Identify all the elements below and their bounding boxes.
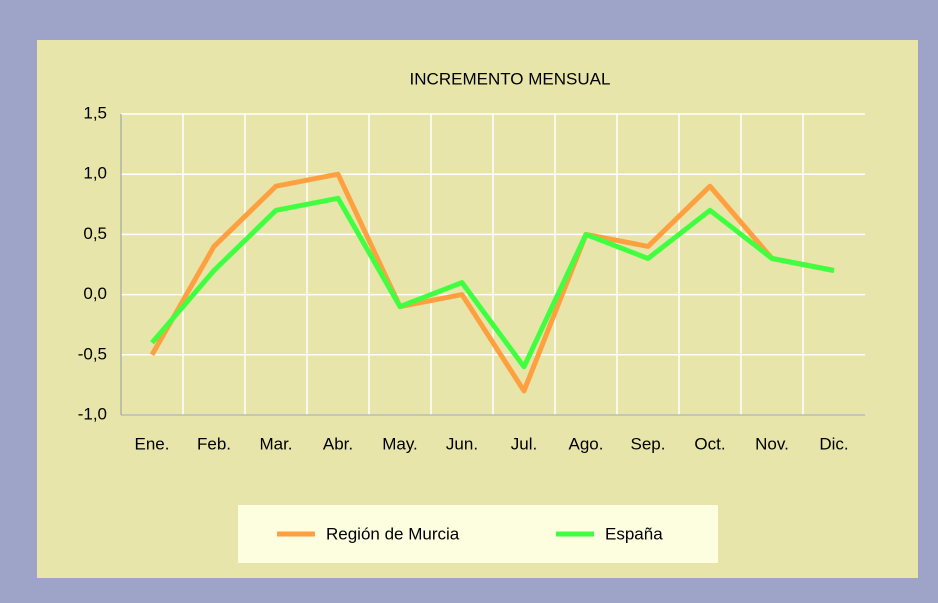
series-line [150, 195, 835, 370]
y-tick-label: -0,5 [78, 344, 107, 363]
y-tick-label: 0,0 [83, 284, 107, 303]
x-tick-label: Ene. [135, 434, 170, 453]
y-tick-label: 1,0 [83, 164, 107, 183]
y-tick-label: 1,5 [83, 103, 107, 122]
x-tick-label: Jun. [446, 434, 478, 453]
x-tick-label: Nov. [755, 434, 789, 453]
x-tick-label: Feb. [197, 434, 231, 453]
x-tick-label: Abr. [323, 434, 353, 453]
y-tick-label: -1,0 [78, 404, 107, 423]
x-tick-label: Dic. [819, 434, 848, 453]
chart-panel [37, 40, 918, 578]
x-tick-label: Ago. [569, 434, 604, 453]
chart-title: INCREMENTO MENSUAL [410, 69, 611, 88]
legend-box [238, 505, 718, 563]
x-tick-label: Oct. [694, 434, 725, 453]
legend-label: Región de Murcia [326, 524, 460, 543]
x-tick-label: May. [382, 434, 418, 453]
series-line [149, 171, 835, 394]
y-tick-label: 0,5 [83, 224, 107, 243]
legend-label: España [605, 524, 663, 543]
x-tick-label: Jul. [511, 434, 537, 453]
x-tick-label: Mar. [259, 434, 292, 453]
x-tick-label: Sep. [631, 434, 666, 453]
